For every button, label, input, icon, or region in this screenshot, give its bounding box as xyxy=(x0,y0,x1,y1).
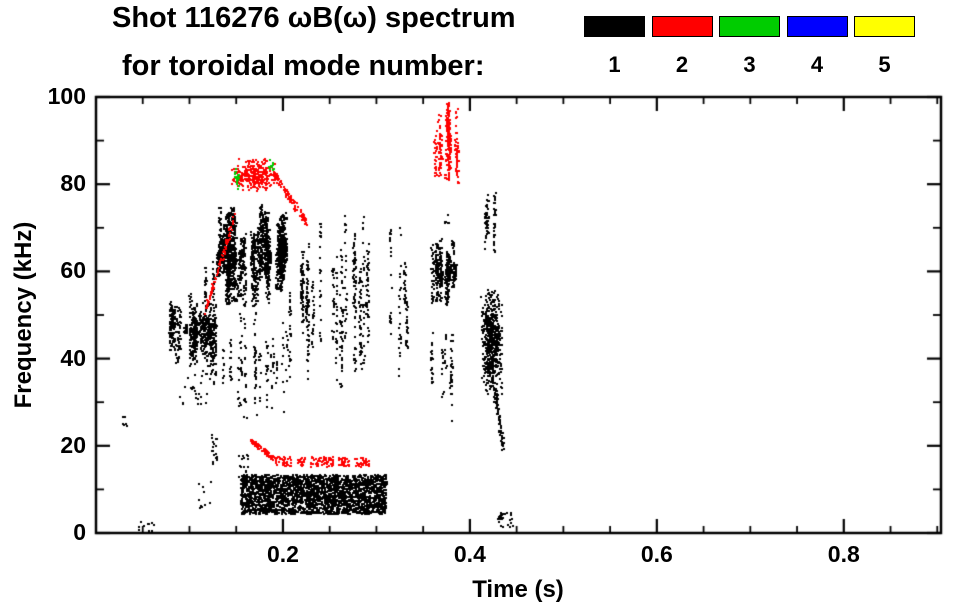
x-tick-label: 0.6 xyxy=(640,541,673,567)
y-axis-label: Frequency (kHz) xyxy=(10,221,37,409)
legend-swatch-mode-3 xyxy=(719,16,780,37)
legend-mode-number: 1 xyxy=(608,52,621,77)
legend-swatch-mode-2 xyxy=(651,16,713,37)
legend-swatch-mode-1 xyxy=(584,16,645,37)
y-tick-label: 100 xyxy=(47,83,86,109)
legend-mode-number: 2 xyxy=(675,52,689,77)
x-axis-label: Time (s) xyxy=(472,576,564,603)
x-tick-label: 0.4 xyxy=(453,541,486,567)
y-tick-label: 0 xyxy=(73,519,86,545)
chart-subtitle: for toroidal mode number: xyxy=(122,50,485,82)
legend-swatch-mode-4 xyxy=(786,16,848,37)
x-tick-label: 0.2 xyxy=(266,541,299,567)
y-tick-label: 80 xyxy=(60,170,86,197)
legend-swatch-mode-5 xyxy=(854,16,915,37)
chart-title: Shot 116276 ωB(ω) spectrum xyxy=(112,2,516,34)
legend-mode-number: 3 xyxy=(743,52,756,77)
x-tick-label: 0.8 xyxy=(827,541,860,567)
y-tick-label: 40 xyxy=(60,344,86,371)
legend-mode-number: 5 xyxy=(878,52,891,77)
legend-mode-number: 4 xyxy=(810,52,824,77)
y-tick-label: 20 xyxy=(60,431,86,458)
y-tick-label: 60 xyxy=(60,257,86,284)
